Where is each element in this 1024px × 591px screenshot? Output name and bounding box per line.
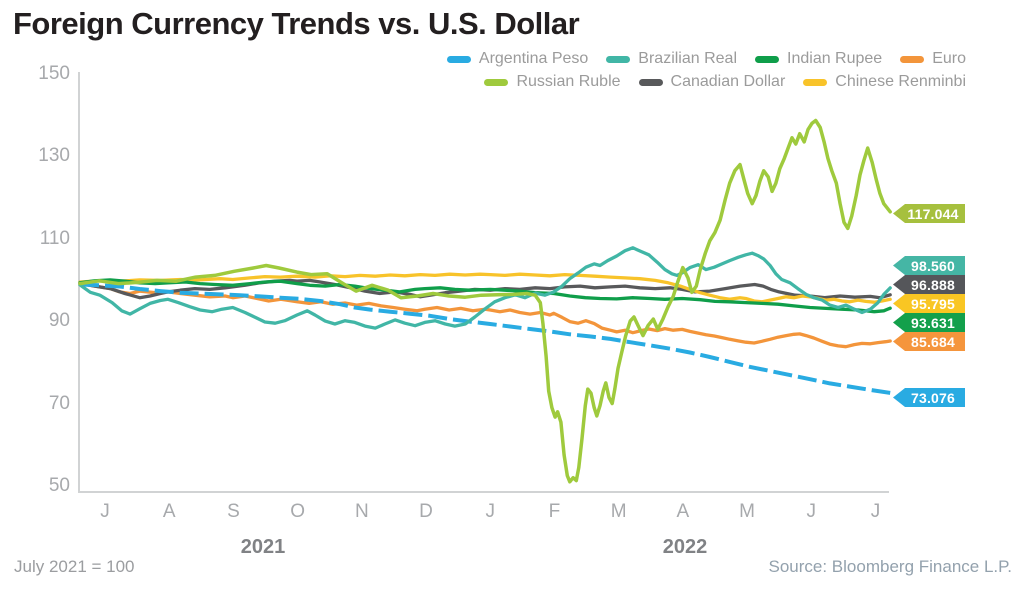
- page-title: Foreign Currency Trends vs. U.S. Dollar: [13, 6, 580, 41]
- legend-swatch-inr: [755, 55, 780, 63]
- x-axis-tick-4-N: N: [354, 501, 369, 522]
- legend-label-ars: Argentina Peso: [478, 50, 589, 67]
- baseline-note: July 2021 = 100: [14, 557, 135, 576]
- series-line-ars: [79, 282, 891, 395]
- end-value-tag-eur: 85.684: [893, 332, 965, 351]
- x-axis-tick-9-A: A: [676, 501, 690, 522]
- x-axis-tick-1-A: A: [162, 501, 176, 522]
- chart-legend: Argentina Peso Brazilian Real Indian Rupee…: [446, 50, 966, 91]
- legend-item-inr: Indian Rupee: [755, 50, 882, 68]
- source-credit: Source: Bloomberg Finance L.P.: [768, 557, 1013, 576]
- legend-row-2: Russian Ruble Canadian Dollar Chinese Renm…: [484, 73, 966, 91]
- end-value-tag-rub: 117.044: [893, 204, 965, 223]
- legend-item-ars: Argentina Peso: [446, 50, 589, 68]
- x-axis-tick-0-J: J: [100, 501, 110, 522]
- series-line-rub: [78, 118, 892, 484]
- x-axis-tick-6-J: J: [485, 501, 495, 522]
- year-label-2022: 2022: [662, 536, 708, 558]
- y-axis-tick-70: 70: [48, 392, 70, 414]
- end-value-tag-brl: 98.560: [893, 256, 965, 275]
- series-line-inr: [78, 278, 892, 314]
- y-axis-tick-50: 50: [48, 475, 70, 496]
- end-value-tag-cad: 96.888: [893, 275, 965, 294]
- y-axis-tick-90: 90: [48, 310, 70, 332]
- x-axis-tick-5-D: D: [419, 501, 433, 522]
- end-value-tag-cny: 95.795: [893, 294, 965, 313]
- legend-label-eur: Euro: [932, 50, 966, 67]
- y-axis-tick-130: 130: [38, 145, 70, 167]
- x-axis-tick-11-J: J: [806, 501, 816, 522]
- x-axis-tick-3-O: O: [290, 501, 306, 522]
- legend-swatch-cny: [803, 78, 828, 86]
- legend-label-brl: Brazilian Real: [638, 50, 738, 67]
- legend-item-eur: Euro: [900, 50, 966, 68]
- legend-row-1: Argentina Peso Brazilian Real Indian Rupee…: [446, 50, 966, 68]
- legend-swatch-ars: [446, 55, 471, 63]
- year-label-2021: 2021: [240, 536, 286, 558]
- series-line-eur: [78, 281, 892, 349]
- legend-item-cny: Chinese Renminbi: [803, 73, 966, 91]
- legend-swatch-eur: [900, 55, 925, 63]
- legend-item-cad: Canadian Dollar: [638, 73, 786, 91]
- legend-swatch-rub: [484, 78, 509, 86]
- series-line-brl: [78, 246, 892, 330]
- x-axis-tick-10-M: M: [739, 501, 755, 522]
- y-axis-tick-150: 150: [38, 63, 70, 84]
- legend-label-rub: Russian Ruble: [516, 73, 621, 90]
- legend-label-cny: Chinese Renminbi: [835, 73, 966, 90]
- y-axis-tick-110: 110: [39, 227, 70, 249]
- end-value-tag-ars: 73.076: [893, 388, 965, 407]
- x-axis-tick-7-F: F: [548, 501, 561, 522]
- end-value-tag-inr: 93.631: [893, 313, 965, 332]
- x-axis-tick-8-M: M: [610, 501, 627, 522]
- series-line-cny: [78, 272, 892, 304]
- x-axis-tick-2-S: S: [227, 501, 240, 522]
- legend-item-rub: Russian Ruble: [484, 73, 621, 91]
- axis-lines: [78, 72, 889, 493]
- legend-label-inr: Indian Rupee: [787, 50, 883, 67]
- legend-label-cad: Canadian Dollar: [670, 73, 786, 90]
- legend-item-brl: Brazilian Real: [606, 50, 737, 68]
- x-axis-tick-12-J: J: [870, 501, 881, 522]
- legend-swatch-brl: [606, 55, 631, 63]
- legend-swatch-cad: [638, 78, 663, 86]
